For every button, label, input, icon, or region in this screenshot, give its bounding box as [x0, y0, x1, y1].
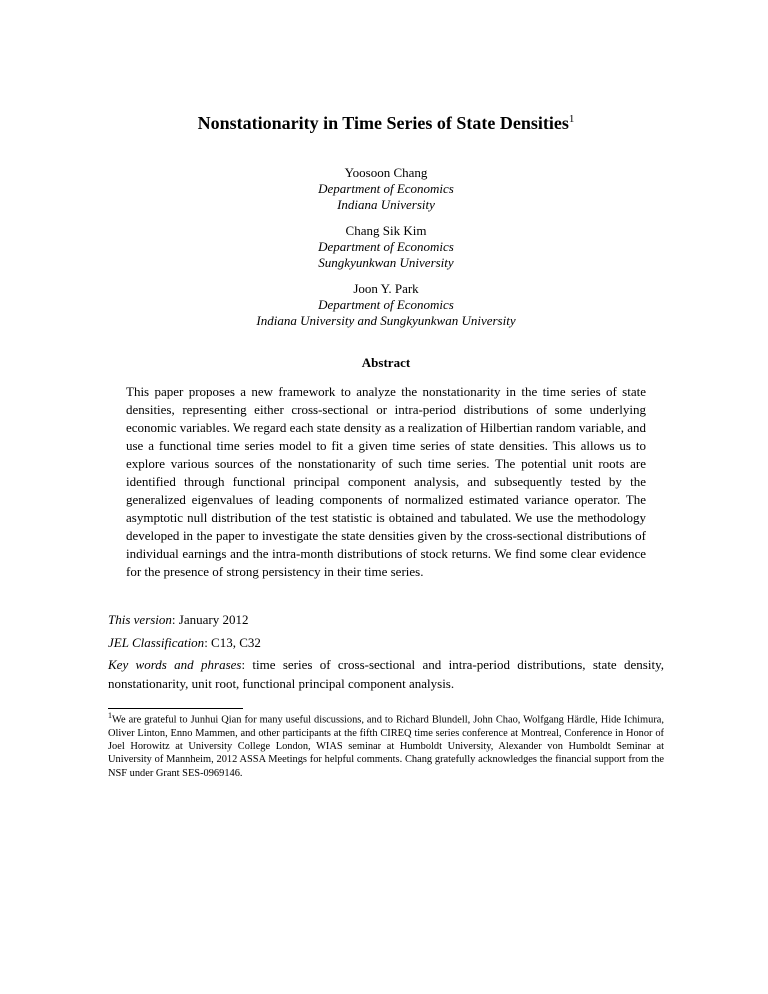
jel-label: JEL Classification: [108, 635, 204, 650]
version-label: This version: [108, 612, 172, 627]
keywords-line: Key words and phrases: time series of cr…: [108, 656, 664, 694]
author-name: Yoosoon Chang: [108, 165, 664, 181]
paper-title: Nonstationarity in Time Series of State …: [108, 112, 664, 135]
abstract-body: This paper proposes a new framework to a…: [108, 383, 664, 580]
authors-block: Yoosoon Chang Department of Economics In…: [108, 165, 664, 329]
footnote-rule: [108, 708, 243, 709]
paper-page: Nonstationarity in Time Series of State …: [0, 0, 768, 830]
jel-value: : C13, C32: [204, 635, 261, 650]
author-affiliation: Indiana University and Sungkyunkwan Univ…: [108, 313, 664, 329]
author-affiliation: Department of Economics: [108, 239, 664, 255]
footnote: 1We are grateful to Junhui Qian for many…: [108, 711, 664, 780]
version-value: : January 2012: [172, 612, 249, 627]
version-line: This version: January 2012: [108, 611, 664, 630]
author-name: Chang Sik Kim: [108, 223, 664, 239]
abstract-heading: Abstract: [108, 355, 664, 371]
author-affiliation: Department of Economics: [108, 181, 664, 197]
keywords-label: Key words and phrases: [108, 657, 241, 672]
author-affiliation: Indiana University: [108, 197, 664, 213]
author-name: Joon Y. Park: [108, 281, 664, 297]
title-footnote-mark: 1: [569, 113, 575, 125]
author-block: Chang Sik Kim Department of Economics Su…: [108, 223, 664, 271]
author-affiliation: Department of Economics: [108, 297, 664, 313]
jel-line: JEL Classification: C13, C32: [108, 634, 664, 653]
author-block: Joon Y. Park Department of Economics Ind…: [108, 281, 664, 329]
author-block: Yoosoon Chang Department of Economics In…: [108, 165, 664, 213]
author-affiliation: Sungkyunkwan University: [108, 255, 664, 271]
footnote-text: We are grateful to Junhui Qian for many …: [108, 715, 664, 779]
title-text: Nonstationarity in Time Series of State …: [198, 113, 569, 133]
